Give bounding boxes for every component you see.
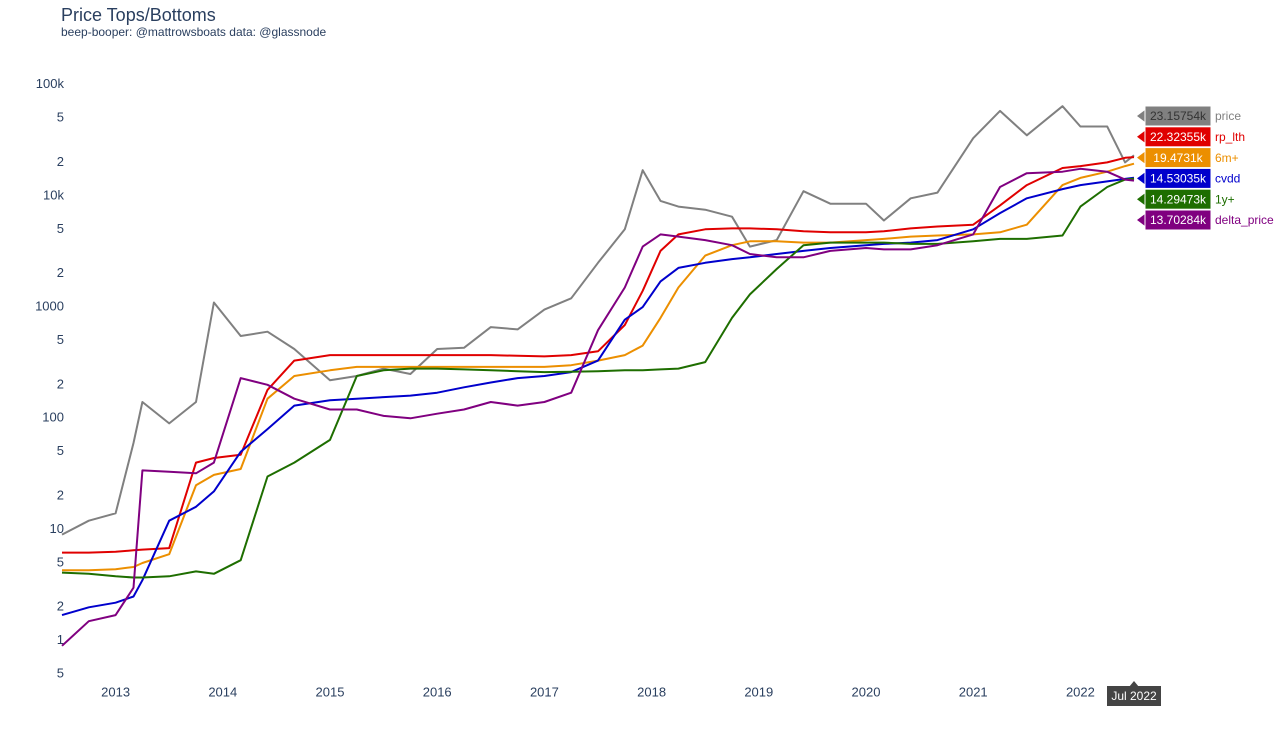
x-tick-label: 2019 [744,684,773,699]
y-tick-label: 5 [57,666,64,681]
end-label-pointer [1137,151,1145,164]
y-tick-label: 10 [50,521,64,536]
end-label-box [1144,188,1212,210]
end-label-pointer [1137,193,1145,206]
y-tick-label: 1000 [35,299,64,314]
series-line [61,105,1135,536]
legend-entry: cvdd [1215,172,1240,186]
end-label-box [1144,105,1212,127]
legend-entry: 1y+ [1215,192,1235,206]
y-tick-label: 5 [57,332,64,347]
series-line [61,177,1135,579]
legend-entry: 6m+ [1215,151,1239,165]
end-label-pointer [1137,214,1145,226]
end-label: 23.15754k price [1137,105,1241,127]
y-tick-label: 5 [57,221,64,236]
x-tick-label: 2017 [530,684,559,699]
x-tick-label: 2013 [101,684,130,699]
y-tick-label: 10k [43,187,64,202]
end-label: 13.70284k delta_price [1137,209,1274,231]
end-label-pointer [1137,172,1145,185]
end-label-value: 13.70284k [1150,213,1207,227]
end-label-box [1144,126,1212,148]
y-tick-label: 2 [57,265,64,280]
x-tick-label: 2021 [959,684,988,699]
y-tick-label: 5 [57,554,64,569]
y-tick-label: 1 [57,632,64,647]
x-tick-label: 2020 [852,684,881,699]
series-line [62,162,1135,572]
end-label-value: 14.29473k [1150,192,1207,206]
hover-box [1107,686,1161,706]
y-tick-label: 5 [57,110,64,125]
series-line [61,167,1135,647]
x-tick-label: 2018 [637,684,666,699]
end-label: 22.32355k rp_lth [1137,126,1245,148]
end-label-value: 19.4731k [1153,151,1203,165]
x-tick-label: 2015 [316,684,345,699]
hover-pointer [1129,681,1139,687]
end-label-pointer [1137,110,1145,122]
end-label-box [1144,147,1212,169]
hover-label: Jul 2022 [1111,689,1157,703]
y-tick-label: 5 [57,443,64,458]
end-label-value: 14.53035k [1150,172,1207,186]
end-label-box [1144,167,1212,189]
x-tick-label: 2022 [1066,684,1095,699]
y-tick-label: 100k [36,76,65,91]
end-label-box [1144,209,1212,231]
x-tick-label: 2014 [208,684,237,699]
y-tick-label: 2 [57,599,64,614]
x-tick-label: 2016 [423,684,452,699]
end-label-pointer [1137,130,1145,143]
y-tick-label: 2 [57,487,64,502]
series-line [61,176,1135,617]
series-line [62,156,1135,554]
y-tick-label: 2 [57,154,64,169]
chart-title: Price Tops/Bottoms [61,5,216,25]
legend-entry: rp_lth [1215,130,1245,144]
y-tick-label: 100 [42,410,64,425]
legend-entry: price [1215,109,1241,123]
end-label-value: 22.32355k [1150,130,1207,144]
end-label: 14.29473k 1y+ [1137,188,1235,210]
chart-subtitle: beep-booper: @mattrowsboats data: @glass… [61,25,327,39]
y-tick-label: 2 [57,376,64,391]
end-label: 14.53035k cvdd [1137,167,1240,189]
legend-entry: delta_price [1215,213,1274,227]
end-label-value: 23.15754k [1150,109,1207,123]
end-label: 19.4731k 6m+ [1137,147,1239,169]
